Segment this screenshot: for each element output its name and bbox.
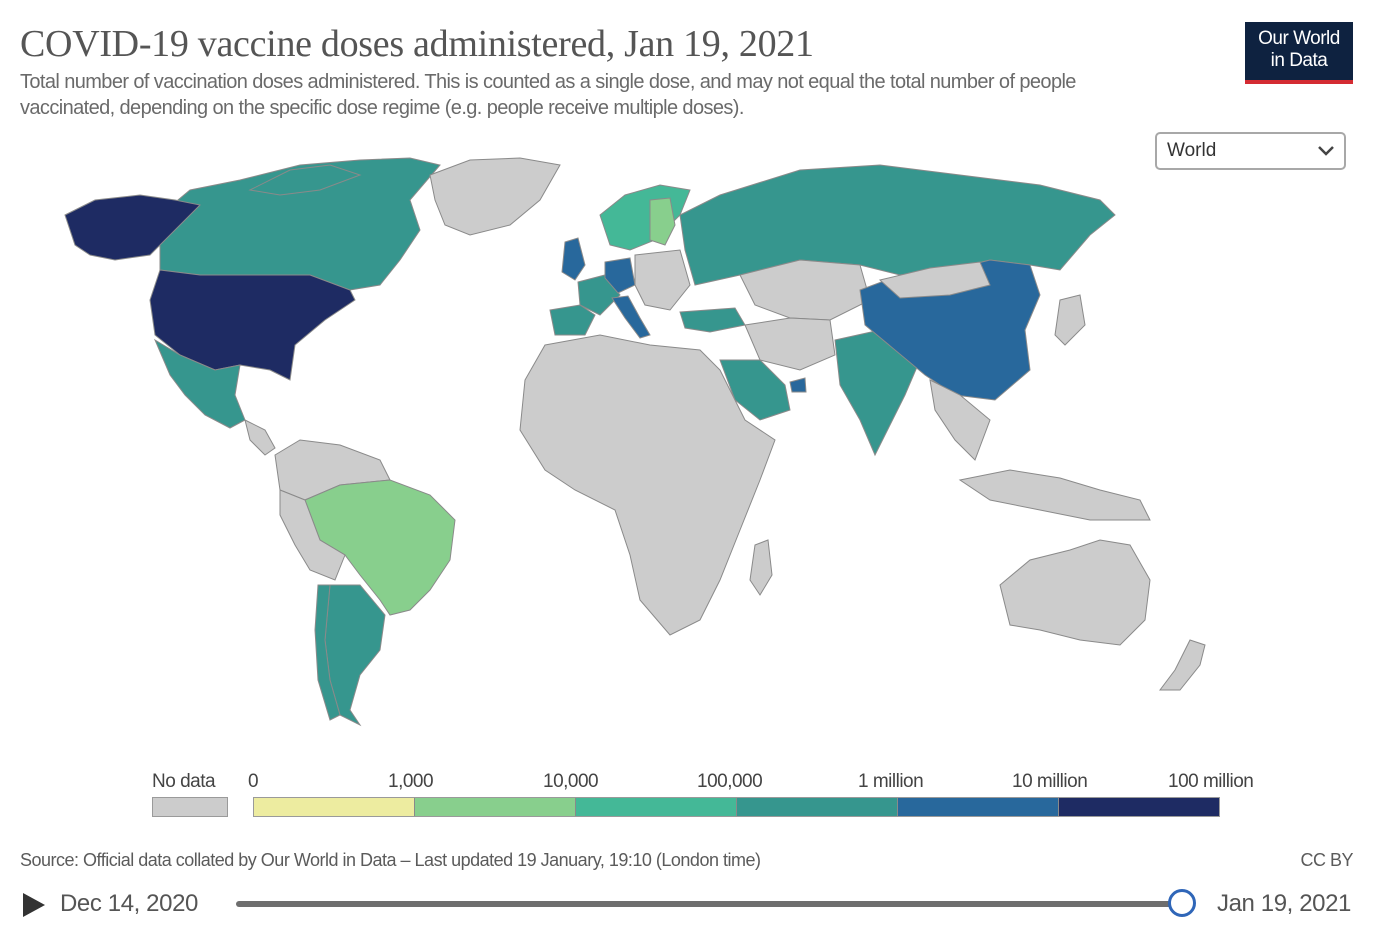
legend-no-data-swatch[interactable]: [152, 797, 228, 817]
map-japan[interactable]: [1054, 294, 1086, 346]
timeline-track[interactable]: [236, 901, 1182, 907]
legend-bin-3[interactable]: [737, 798, 898, 816]
legend-color-bar: [253, 797, 1220, 817]
map-peru-bolivia[interactable]: [279, 489, 346, 581]
map-finland[interactable]: [649, 197, 676, 246]
legend-tick-1: 1,000: [388, 771, 434, 792]
legend-tick-5: 10 million: [1012, 771, 1088, 792]
logo-line-2: in Data: [1270, 50, 1328, 71]
map-new-zealand[interactable]: [1159, 639, 1206, 691]
region-select-value: World: [1167, 140, 1217, 161]
map-italy[interactable]: [611, 295, 651, 339]
timeline-start-label[interactable]: Dec 14, 2020: [60, 890, 198, 917]
timeline-end-label[interactable]: Jan 19, 2021: [1217, 890, 1351, 917]
map-canada-islands[interactable]: [248, 164, 362, 196]
map-central-asia[interactable]: [739, 259, 871, 321]
legend-bin-2[interactable]: [576, 798, 737, 816]
map-madagascar[interactable]: [749, 539, 773, 596]
legend-bin-5[interactable]: [1059, 798, 1219, 816]
chart-title: COVID-19 vaccine doses administered, Jan…: [20, 23, 814, 65]
map-indonesia[interactable]: [958, 469, 1151, 521]
legend-no-data-label: No data: [152, 771, 216, 792]
map-africa[interactable]: [519, 334, 776, 636]
map-brazil[interactable]: [304, 479, 456, 616]
map-uk[interactable]: [561, 237, 586, 281]
map-southeast-asia[interactable]: [929, 379, 991, 461]
legend-tick-6: 100 million: [1168, 771, 1254, 792]
legend-bin-4[interactable]: [898, 798, 1059, 816]
world-map[interactable]: [0, 0, 1375, 760]
map-russia[interactable]: [679, 164, 1116, 286]
legend-tick-3: 100,000: [697, 771, 763, 792]
source-note: Source: Official data collated by Our Wo…: [20, 850, 761, 870]
legend-bin-0[interactable]: [254, 798, 415, 816]
map-eastern-europe[interactable]: [634, 249, 691, 311]
map-alaska[interactable]: [64, 194, 202, 261]
legend-tick-4: 1 million: [858, 771, 924, 792]
map-mongolia[interactable]: [878, 261, 991, 299]
legend-bin-1[interactable]: [415, 798, 576, 816]
map-greenland[interactable]: [429, 157, 561, 236]
map-germany[interactable]: [604, 257, 636, 294]
map-chile[interactable]: [314, 584, 341, 721]
play-icon[interactable]: [20, 890, 48, 920]
license-link[interactable]: CC BY: [1300, 850, 1353, 870]
legend-tick-0: 0: [248, 771, 259, 792]
map-spain[interactable]: [549, 304, 596, 336]
legend-tick-2: 10,000: [543, 771, 599, 792]
chevron-down-icon: [1318, 146, 1334, 156]
map-usa[interactable]: [149, 269, 356, 381]
map-australia[interactable]: [999, 539, 1151, 646]
map-uae[interactable]: [789, 377, 807, 393]
map-france[interactable]: [577, 274, 621, 316]
logo-line-1: Our World: [1258, 28, 1340, 49]
chart-subtitle: Total number of vaccination doses admini…: [20, 71, 1076, 119]
timeline-handle[interactable]: [1168, 889, 1196, 917]
region-select[interactable]: World: [1155, 132, 1346, 170]
map-norway-sweden[interactable]: [599, 184, 691, 251]
owid-logo[interactable]: Our World in Data: [1245, 22, 1353, 84]
map-central-america[interactable]: [244, 419, 276, 456]
map-turkey[interactable]: [679, 307, 746, 333]
